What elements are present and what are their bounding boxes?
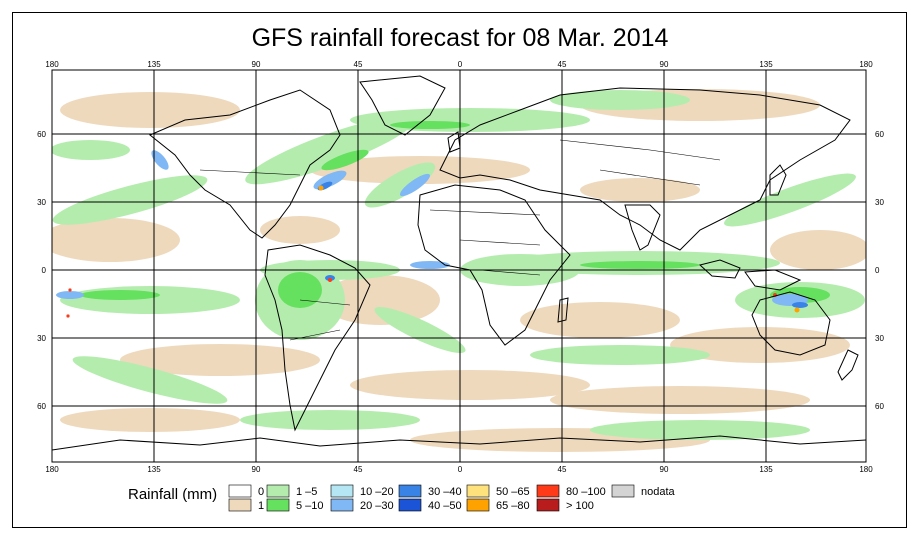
legend-label: 1 –5 xyxy=(296,486,317,498)
map-graticule xyxy=(51,69,867,463)
lat-ticks-right: 60 30 0 30 60 xyxy=(875,130,884,411)
lon-tick-top: 45 xyxy=(354,60,363,69)
legend: 0 1 1 –5 5 –10 10 –20 20 –30 30 –40 40 –… xyxy=(228,484,676,512)
lon-ticks-bottom: 180 135 90 45 0 45 90 135 180 xyxy=(45,465,873,474)
lat-ticks-left: 60 30 0 30 60 xyxy=(37,130,46,411)
legend-swatch xyxy=(466,484,490,498)
lon-tick-bottom: 90 xyxy=(252,465,261,474)
lon-tick-bottom: 180 xyxy=(45,465,59,474)
legend-label: 40 –50 xyxy=(428,500,462,512)
legend-label: 80 –100 xyxy=(566,486,606,498)
legend-swatch xyxy=(330,484,354,498)
legend-title: Rainfall (mm) xyxy=(128,486,218,503)
legend-swatch xyxy=(611,484,635,498)
lat-tick-right: 60 xyxy=(875,130,884,139)
lon-tick-top: 0 xyxy=(458,60,463,69)
legend-swatch xyxy=(536,484,560,498)
legend-label: nodata xyxy=(641,486,676,498)
lon-tick-bottom: 45 xyxy=(354,465,363,474)
legend-label: 10 –20 xyxy=(360,486,394,498)
legend-label: 1 xyxy=(258,500,264,512)
lon-tick-top: 180 xyxy=(45,60,59,69)
lat-tick-left: 30 xyxy=(37,198,46,207)
legend-swatch xyxy=(228,498,252,512)
lat-tick-left: 60 xyxy=(37,402,46,411)
legend-swatch xyxy=(398,484,422,498)
figure-frame xyxy=(12,12,907,528)
lon-tick-bottom: 0 xyxy=(458,465,463,474)
lon-tick-bottom: 90 xyxy=(660,465,669,474)
rainfall-field xyxy=(52,70,866,462)
legend-swatch xyxy=(398,498,422,512)
lon-tick-bottom: 45 xyxy=(558,465,567,474)
legend-swatch xyxy=(228,484,252,498)
lon-tick-bottom: 135 xyxy=(147,465,161,474)
legend-swatch xyxy=(536,498,560,512)
lon-tick-top: 90 xyxy=(660,60,669,69)
lat-tick-right: 0 xyxy=(875,266,880,275)
lon-ticks-top: 180 135 90 45 0 45 90 135 180 xyxy=(45,60,873,69)
legend-swatch xyxy=(466,498,490,512)
lat-tick-right: 30 xyxy=(875,334,884,343)
legend-swatch xyxy=(266,498,290,512)
legend-label: 50 –65 xyxy=(496,486,530,498)
lon-tick-top: 90 xyxy=(252,60,261,69)
lon-tick-bottom: 180 xyxy=(859,465,873,474)
lon-tick-top: 180 xyxy=(859,60,873,69)
lon-tick-top: 135 xyxy=(147,60,161,69)
lon-tick-bottom: 135 xyxy=(759,465,773,474)
legend-label: 5 –10 xyxy=(296,500,324,512)
legend-label: > 100 xyxy=(566,500,594,512)
lat-tick-right: 30 xyxy=(875,198,884,207)
legend-label: 65 –80 xyxy=(496,500,530,512)
legend-swatch xyxy=(330,498,354,512)
lat-tick-right: 60 xyxy=(875,402,884,411)
legend-label: 30 –40 xyxy=(428,486,462,498)
legend-label: 20 –30 xyxy=(360,500,394,512)
lat-tick-left: 0 xyxy=(42,266,47,275)
map-title: GFS rainfall forecast for 08 Mar. 2014 xyxy=(251,24,669,52)
lon-tick-top: 45 xyxy=(558,60,567,69)
lon-tick-top: 135 xyxy=(759,60,773,69)
legend-swatch xyxy=(266,484,290,498)
legend-label: 0 xyxy=(258,486,264,498)
lat-tick-left: 30 xyxy=(37,334,46,343)
lat-tick-left: 60 xyxy=(37,130,46,139)
